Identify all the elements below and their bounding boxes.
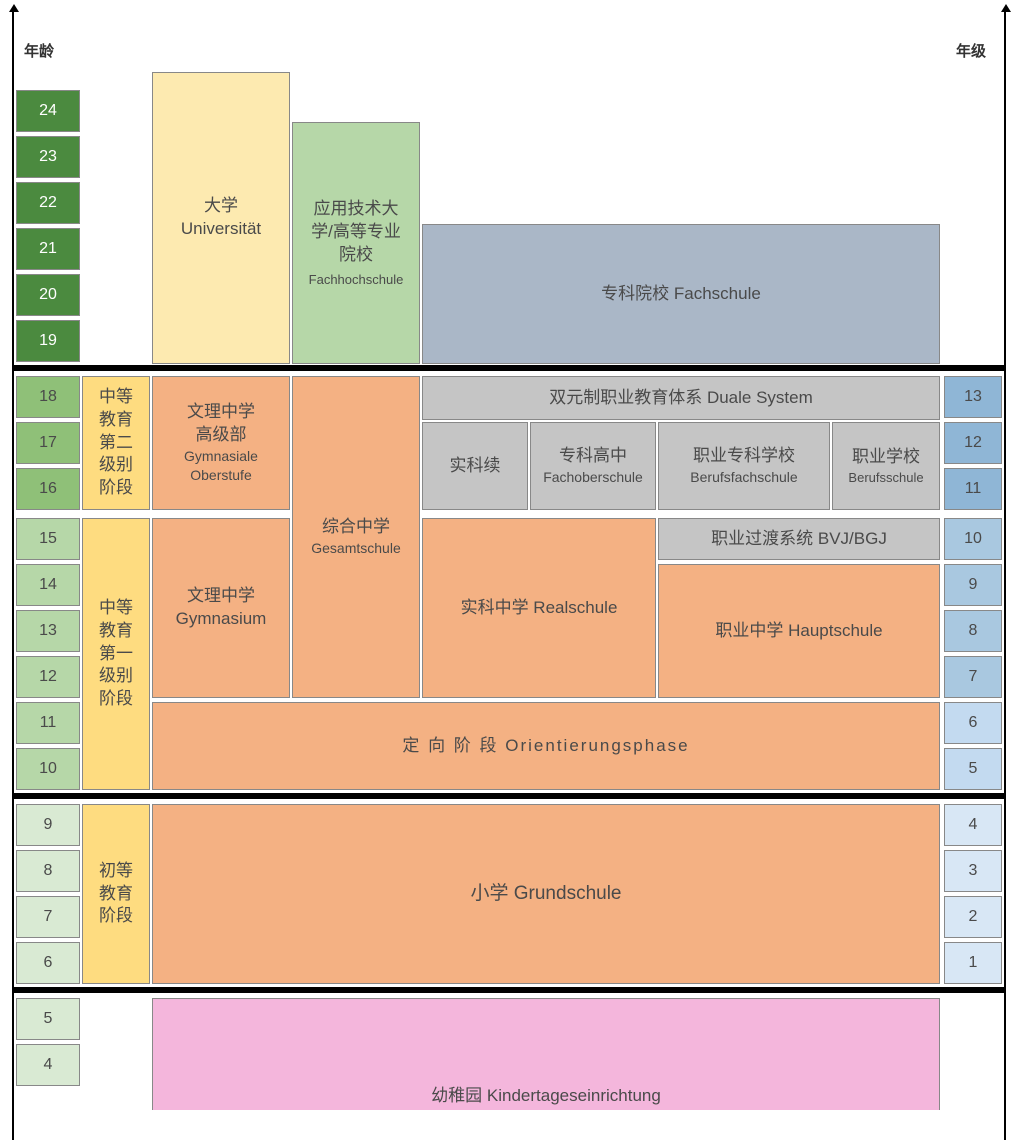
block-fachschule: 专科院校 Fachschule bbox=[422, 224, 940, 364]
left-axis bbox=[12, 12, 14, 1140]
grade-cell-3: 3 bbox=[944, 850, 1002, 892]
age-cell-15: 15 bbox=[16, 518, 80, 560]
age-cell-19: 19 bbox=[16, 320, 80, 362]
grade-cell-5: 5 bbox=[944, 748, 1002, 790]
grade-cell-11: 11 bbox=[944, 468, 1002, 510]
age-cell-9: 9 bbox=[16, 804, 80, 846]
block-orientierungsphase: 定 向 阶 段 Orientierungsphase bbox=[152, 702, 940, 790]
block-berufsschule: 职业学校Berufsschule bbox=[832, 422, 940, 510]
grade-cell-9: 9 bbox=[944, 564, 1002, 606]
age-cell-13: 13 bbox=[16, 610, 80, 652]
section-divider bbox=[14, 365, 1004, 371]
section-divider bbox=[14, 987, 1004, 993]
block-kindergarten: 幼稚园 Kindertageseinrichtung bbox=[152, 998, 940, 1110]
age-axis-label: 年龄 bbox=[24, 40, 54, 61]
age-cell-24: 24 bbox=[16, 90, 80, 132]
grade-cell-8: 8 bbox=[944, 610, 1002, 652]
age-cell-23: 23 bbox=[16, 136, 80, 178]
grade-cell-4: 4 bbox=[944, 804, 1002, 846]
age-cell-17: 17 bbox=[16, 422, 80, 464]
age-cell-12: 12 bbox=[16, 656, 80, 698]
block-hauptschule: 职业中学 Hauptschule bbox=[658, 564, 940, 698]
block-gesamtschule: 综合中学Gesamtschule bbox=[292, 376, 420, 698]
age-cell-20: 20 bbox=[16, 274, 80, 316]
right-axis bbox=[1004, 12, 1006, 1140]
block-gymnasium: 文理中学Gymnasium bbox=[152, 518, 290, 698]
block-gymnasiale-oberstufe: 文理中学高级部GymnasialeOberstufe bbox=[152, 376, 290, 510]
age-cell-10: 10 bbox=[16, 748, 80, 790]
age-cell-16: 16 bbox=[16, 468, 80, 510]
section-divider bbox=[14, 793, 1004, 799]
grade-cell-13: 13 bbox=[944, 376, 1002, 418]
grade-axis-label: 年级 bbox=[956, 40, 986, 61]
age-cell-22: 22 bbox=[16, 182, 80, 224]
age-cell-6: 6 bbox=[16, 942, 80, 984]
block-grundschule: 小学 Grundschule bbox=[152, 804, 940, 984]
grade-cell-6: 6 bbox=[944, 702, 1002, 744]
age-cell-5: 5 bbox=[16, 998, 80, 1040]
block-realschule: 实科中学 Realschule bbox=[422, 518, 656, 698]
block-berufsfachschule: 职业专科学校Berufsfachschule bbox=[658, 422, 830, 510]
block-fachoberschule: 专科高中Fachoberschule bbox=[530, 422, 656, 510]
age-cell-7: 7 bbox=[16, 896, 80, 938]
block-duale-system: 双元制职业教育体系 Duale System bbox=[422, 376, 940, 420]
grade-cell-7: 7 bbox=[944, 656, 1002, 698]
block-universitat: 大学Universität bbox=[152, 72, 290, 364]
grade-cell-2: 2 bbox=[944, 896, 1002, 938]
age-cell-14: 14 bbox=[16, 564, 80, 606]
grade-cell-12: 12 bbox=[944, 422, 1002, 464]
block-bvj-bgj: 职业过渡系统 BVJ/BGJ bbox=[658, 518, 940, 560]
block-fachhochschule: 应用技术大学/高等专业院校Fachhochschule bbox=[292, 122, 420, 364]
age-cell-11: 11 bbox=[16, 702, 80, 744]
age-cell-8: 8 bbox=[16, 850, 80, 892]
grade-cell-1: 1 bbox=[944, 942, 1002, 984]
grade-cell-10: 10 bbox=[944, 518, 1002, 560]
stage-primary: 初等教育阶段 bbox=[82, 804, 150, 984]
stage-sec1: 中等教育第一级别阶段 bbox=[82, 518, 150, 790]
block-shikexu: 实科续 bbox=[422, 422, 528, 510]
stage-sec2: 中等教育第二级别阶段 bbox=[82, 376, 150, 510]
age-cell-4: 4 bbox=[16, 1044, 80, 1086]
age-cell-21: 21 bbox=[16, 228, 80, 270]
age-cell-18: 18 bbox=[16, 376, 80, 418]
